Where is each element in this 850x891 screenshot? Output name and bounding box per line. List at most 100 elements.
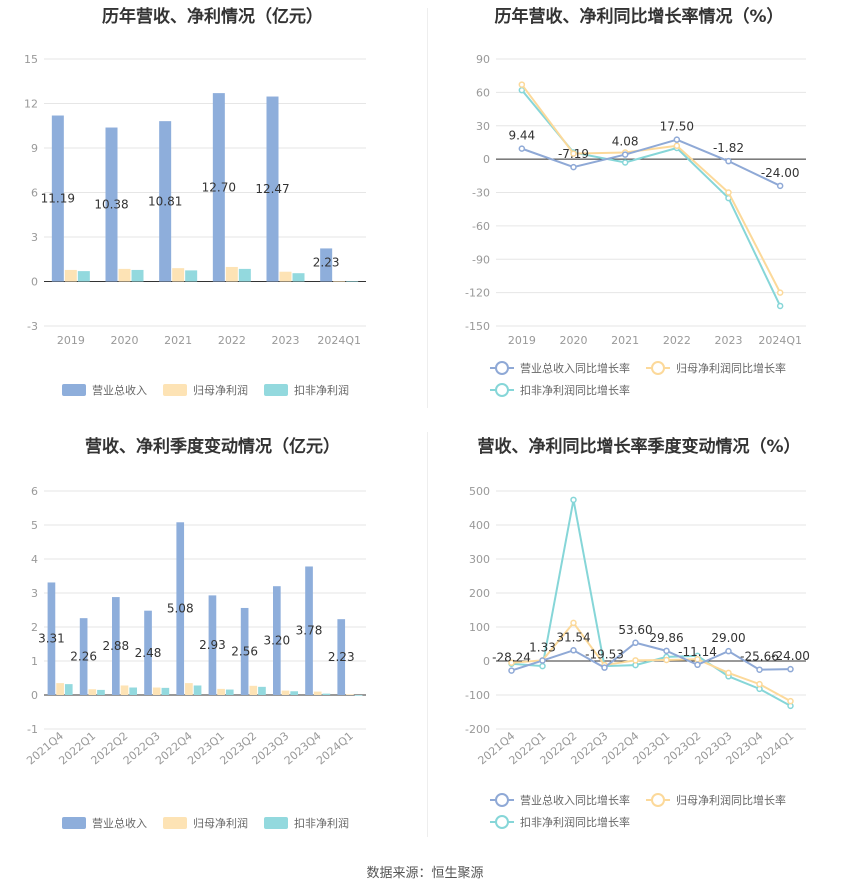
data-point <box>776 182 784 190</box>
x-tick-label: 2021 <box>611 334 639 347</box>
legend-label: 营业总收入 <box>92 816 147 830</box>
legend-swatch <box>62 384 86 396</box>
legend-label: 归母净利润同比增长率 <box>676 793 786 807</box>
quarterly-growth-plot: -200-10001002003004005002021Q42022Q12022… <box>465 485 810 829</box>
bar <box>159 121 172 282</box>
bar <box>97 689 105 695</box>
y-tick-label: 3 <box>31 587 38 600</box>
series-line <box>511 499 791 707</box>
data-point <box>570 150 577 157</box>
data-label: -28.24 <box>492 651 531 665</box>
quarterly-amount-chart: 营收、净利季度变动情况（亿元） -1 0 1 2 3 4 5 6 2021Q4 2022Q1 202… <box>0 430 425 850</box>
legend-swatch-marker <box>495 793 509 807</box>
legend-swatch-marker <box>495 361 509 375</box>
series-line <box>521 138 781 187</box>
y-tick-label: 400 <box>469 519 490 532</box>
bar <box>337 619 346 695</box>
y-tick-label: 0 <box>31 689 38 702</box>
data-label: 3.31 <box>38 632 65 646</box>
bar <box>305 566 313 695</box>
data-point <box>756 680 763 688</box>
y-tick-label: -30 <box>472 187 490 200</box>
bar <box>105 127 118 282</box>
bar <box>208 595 217 695</box>
bar <box>120 685 129 695</box>
data-label: 2.23 <box>313 255 340 269</box>
data-point <box>787 697 794 705</box>
data-source-note: 数据来源：恒生聚源 <box>366 866 484 881</box>
y-tick-label: -90 <box>472 253 490 266</box>
y-tick-label: 0 <box>483 153 490 166</box>
bar <box>51 115 64 282</box>
data-label: 2.88 <box>102 639 129 653</box>
y-tick-label: 1 <box>31 655 38 668</box>
data-point <box>725 647 732 655</box>
legend-swatch-marker <box>651 793 665 807</box>
bar <box>346 281 359 282</box>
data-point <box>621 159 629 166</box>
legend-label: 扣非净利润 <box>294 383 349 397</box>
data-label: 4.08 <box>612 135 639 149</box>
y-tick-label: 100 <box>469 621 490 634</box>
series-line <box>521 89 782 307</box>
bar <box>88 689 97 695</box>
bar <box>258 686 266 695</box>
x-tick-label: 2020 <box>111 334 139 347</box>
y-tick-label: 90 <box>476 53 490 66</box>
y-tick-label: -120 <box>465 287 490 300</box>
x-tick-label: 2024Q1 <box>758 334 802 347</box>
data-point <box>632 639 639 647</box>
bar <box>322 693 331 695</box>
vertical-divider-bottom <box>427 432 428 837</box>
y-tick-label: -1 <box>27 723 38 736</box>
data-point <box>694 661 701 669</box>
data-point <box>673 136 681 143</box>
data-point <box>725 669 732 677</box>
data-label: 12.47 <box>255 182 289 196</box>
chart-title: 营收、净利同比增长率季度变动情况（%） <box>477 437 801 457</box>
legend-swatch <box>163 384 187 396</box>
bar <box>172 268 185 282</box>
bar <box>185 683 193 695</box>
data-point <box>570 619 577 627</box>
series-line <box>521 83 782 294</box>
data-point <box>539 662 546 670</box>
bar <box>290 691 298 695</box>
legend-label: 扣非净利润同比增长率 <box>520 815 630 829</box>
data-point <box>673 142 681 150</box>
data-label: 29.00 <box>711 631 745 645</box>
chart-title: 营收、净利季度变动情况（亿元） <box>85 437 340 457</box>
annual-amount-chart: 历年营收、净利情况（亿元） -3 0 3 6 9 12 15 2019 2020 2021 2022… <box>0 0 425 420</box>
bar <box>273 586 281 695</box>
data-point <box>621 151 629 158</box>
data-label: 17.50 <box>660 120 694 134</box>
data-point <box>518 81 526 88</box>
data-label: 2.48 <box>135 646 162 660</box>
y-tick-label: 300 <box>469 553 490 566</box>
x-tick-label: 2024Q1 <box>314 729 356 767</box>
y-tick-label: 3 <box>31 231 38 244</box>
bar <box>185 270 198 282</box>
legend-label: 归母净利润 <box>193 383 248 397</box>
legend-swatch-marker <box>495 383 509 397</box>
y-tick-label: 500 <box>469 485 490 498</box>
data-label: 2.23 <box>328 650 355 664</box>
bar <box>266 96 279 282</box>
bar <box>129 687 137 695</box>
annual-growth-plot: -150 -120 -90 -60 -30 0 30 60 90 2019 2020 2021 2022… <box>465 53 806 397</box>
data-point <box>570 647 577 654</box>
legend-label: 营业总收入 <box>92 383 147 397</box>
legend-swatch <box>62 817 86 829</box>
data-point <box>756 666 763 673</box>
quarterly-growth-chart: 营收、净利同比增长率季度变动情况（%） -200 -100 0 100 200 300 40… <box>428 430 850 850</box>
data-label: 29.86 <box>649 631 683 645</box>
data-point <box>725 189 732 196</box>
bar <box>217 688 225 695</box>
bar <box>79 618 88 695</box>
y-tick-label: -100 <box>465 689 490 702</box>
x-tick-label: 2024Q1 <box>317 334 361 347</box>
x-tick-label: 2023 <box>715 334 743 347</box>
legend-swatch <box>163 817 187 829</box>
data-point <box>632 657 639 664</box>
bar <box>152 687 161 695</box>
